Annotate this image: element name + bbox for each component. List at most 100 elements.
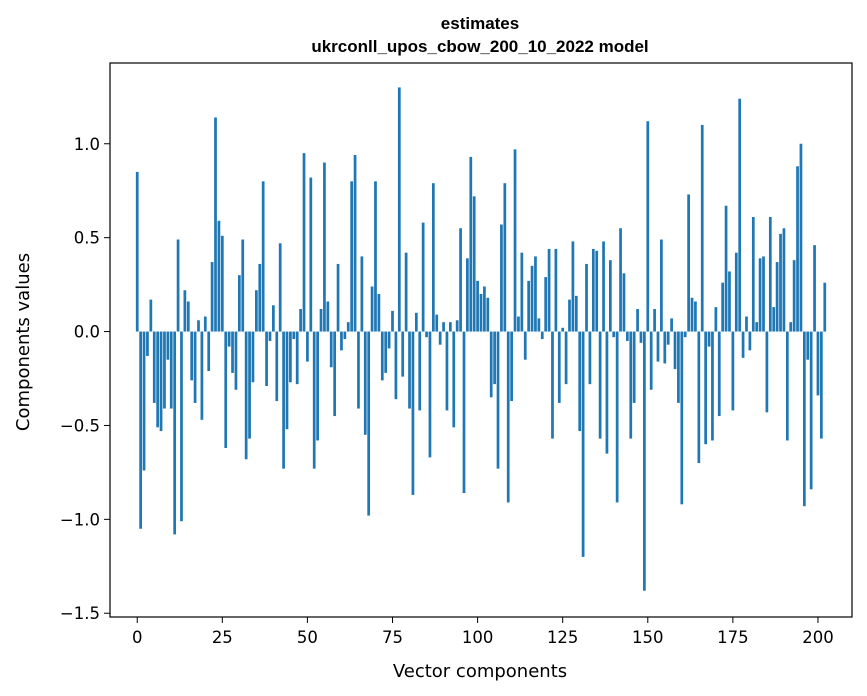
bar: [806, 331, 810, 360]
bar: [275, 331, 279, 402]
bar: [755, 322, 759, 332]
y-tick-label: −1.0: [60, 510, 100, 529]
bar: [169, 331, 173, 409]
bar: [149, 299, 153, 332]
bar: [608, 260, 612, 332]
x-tick-label: 100: [462, 628, 494, 647]
bar: [401, 331, 405, 377]
bar: [510, 331, 513, 402]
bar: [462, 331, 466, 494]
bar: [285, 331, 289, 430]
x-tick-label: 200: [802, 628, 834, 647]
bar: [768, 216, 772, 332]
bar: [697, 331, 701, 464]
bar: [629, 331, 633, 439]
bar: [472, 196, 476, 332]
bar: [765, 331, 769, 413]
bar: [785, 331, 789, 441]
bar: [530, 265, 534, 332]
bar: [700, 124, 704, 332]
bar: [544, 277, 548, 332]
x-axis-ticks: 0 25 50 75 100 125 150 175 200: [132, 617, 834, 647]
bar: [636, 309, 639, 332]
bar: [503, 183, 507, 332]
bar: [234, 331, 238, 390]
bar: [578, 331, 582, 432]
bar: [329, 331, 333, 368]
bar: [816, 331, 820, 396]
bar: [683, 331, 687, 338]
bar: [210, 262, 214, 332]
bar: [643, 331, 646, 591]
bar: [163, 331, 166, 409]
bar: [649, 331, 653, 390]
bar: [656, 331, 660, 362]
bar: [323, 162, 326, 332]
bar: [476, 280, 479, 332]
bar: [823, 282, 827, 332]
x-tick-label: 50: [297, 628, 318, 647]
bar: [326, 301, 330, 332]
bar: [180, 331, 183, 522]
bar: [425, 331, 428, 338]
bar: [217, 220, 221, 332]
bar: [789, 322, 793, 332]
bar: [554, 248, 558, 332]
bar: [197, 320, 200, 332]
bar: [224, 331, 228, 448]
bar: [625, 331, 629, 341]
bar: [496, 331, 500, 469]
bar: [384, 331, 388, 373]
x-tick-label: 175: [717, 628, 749, 647]
bar: [411, 331, 415, 495]
chart-title: estimates: [441, 14, 519, 33]
bar: [244, 331, 248, 460]
bar: [370, 286, 374, 332]
bar: [670, 318, 673, 332]
bar: [595, 250, 599, 332]
bar: [237, 275, 241, 332]
bar: [772, 307, 776, 332]
bar: [435, 314, 439, 332]
bar: [176, 239, 180, 332]
bar: [340, 331, 343, 351]
bar: [265, 331, 268, 387]
bar: [159, 331, 163, 432]
plot-frame: [109, 62, 853, 618]
bar: [387, 331, 391, 349]
bar-series: [135, 87, 827, 591]
bar: [146, 331, 149, 356]
bar: [309, 177, 313, 332]
bar: [717, 331, 721, 417]
x-tick-label: 125: [547, 628, 579, 647]
bar: [707, 331, 711, 347]
bar: [404, 252, 408, 332]
bar: [690, 297, 694, 332]
bar: [704, 331, 708, 445]
bar: [380, 331, 384, 381]
bar: [156, 331, 160, 428]
bar: [758, 258, 762, 332]
bar: [660, 239, 663, 332]
bar: [449, 322, 452, 332]
x-tick-label: 150: [632, 628, 664, 647]
bar: [796, 166, 799, 332]
bar: [438, 331, 442, 345]
bar: [547, 248, 551, 332]
y-tick-label: −0.5: [60, 416, 100, 435]
bar: [374, 181, 377, 332]
bar: [200, 331, 204, 420]
bar: [251, 331, 255, 383]
bar: [731, 331, 735, 411]
bar: [455, 320, 459, 332]
bar: [258, 263, 262, 332]
bar: [571, 241, 575, 332]
bar: [588, 331, 592, 385]
bar: [534, 256, 537, 332]
bar: [469, 156, 473, 332]
bar: [268, 331, 272, 341]
bar: [394, 331, 398, 400]
bar: [687, 194, 690, 332]
bar: [520, 252, 524, 332]
chart-subtitle: ukrconll_upos_cbow_200_10_2022 model: [311, 37, 648, 56]
